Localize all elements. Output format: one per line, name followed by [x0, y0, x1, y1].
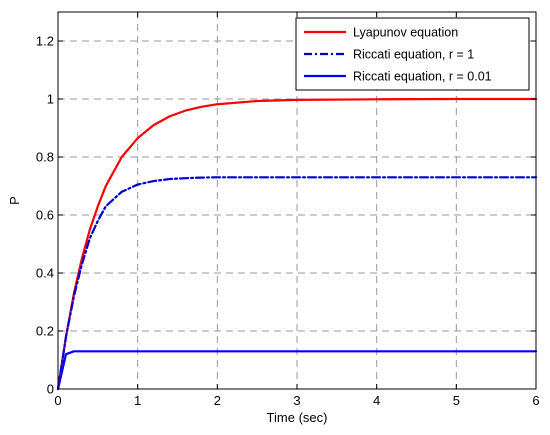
legend-entry-label: Riccati equation, r = 1 [353, 48, 474, 62]
legend-entry-label: Riccati equation, r = 0.01 [353, 70, 492, 84]
y-tick-label: 0.2 [36, 324, 54, 339]
legend-entry-label: Lyapunov equation [353, 26, 458, 40]
series-line-2 [56, 350, 538, 391]
y-tick-label: 0.4 [36, 266, 54, 281]
y-tick-label: 0 [47, 382, 54, 397]
x-tick-label: 4 [373, 393, 380, 408]
y-tick-label: 1 [47, 92, 54, 107]
legend: Lyapunov equation Riccati equation, r = 1… [295, 17, 530, 91]
x-tick-label: 1 [134, 393, 141, 408]
y-tick-label: 0.6 [36, 208, 54, 223]
x-tick-label: 0 [54, 393, 61, 408]
y-tick-label: 0.8 [36, 150, 54, 165]
x-tick-label: 5 [453, 393, 460, 408]
series-layer [56, 97, 538, 391]
legend-box [295, 17, 530, 91]
axis-ticks: 0 1 2 3 4 5 6 0 0.2 0.4 0.6 0.8 1 1.2 [36, 12, 540, 408]
series-line-0 [56, 97, 538, 391]
series-line-1 [56, 176, 538, 391]
y-axis-label: P [7, 196, 22, 205]
x-tick-label: 2 [214, 393, 221, 408]
x-tick-label: 6 [532, 393, 539, 408]
x-tick-label: 3 [293, 393, 300, 408]
y-tick-label: 1.2 [36, 34, 54, 49]
x-axis-label: Time (sec) [267, 410, 328, 425]
